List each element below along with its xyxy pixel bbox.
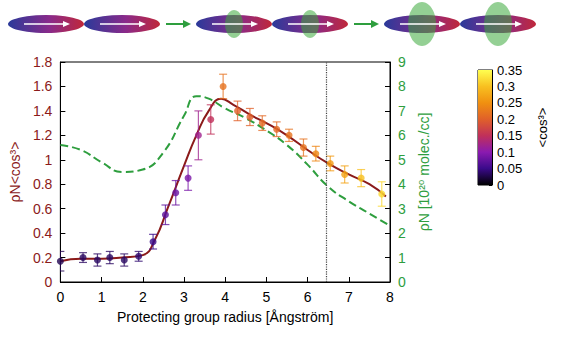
svg-text:0.35: 0.35 [497,63,522,78]
svg-text:5: 5 [262,289,270,305]
svg-text:0: 0 [56,289,64,305]
svg-text:9: 9 [398,54,406,70]
svg-text:2: 2 [139,289,147,305]
svg-text:ρN<cos³>: ρN<cos³> [7,142,23,203]
svg-text:1.6: 1.6 [33,78,53,94]
svg-text:Protecting group radius [Ångst: Protecting group radius [Ångström] [117,309,333,325]
svg-text:6: 6 [304,289,312,305]
svg-text:1.8: 1.8 [33,54,53,70]
svg-text:0: 0 [398,274,406,290]
svg-text:ρN [10²⁰ molec./cc]: ρN [10²⁰ molec./cc] [416,113,432,232]
svg-text:7: 7 [398,103,406,119]
svg-text:8: 8 [398,78,406,94]
svg-text:<cos³>: <cos³> [535,108,550,148]
svg-text:1.2: 1.2 [33,127,53,143]
svg-text:1: 1 [398,250,406,266]
svg-text:0.1: 0.1 [497,145,515,160]
svg-text:0.05: 0.05 [497,161,522,176]
svg-text:0.6: 0.6 [33,201,53,217]
svg-text:0: 0 [497,178,504,193]
svg-text:6: 6 [398,127,406,143]
svg-text:0.25: 0.25 [497,95,522,110]
svg-text:4: 4 [221,289,229,305]
svg-text:2: 2 [398,225,406,241]
svg-text:1: 1 [98,289,106,305]
svg-text:1.4: 1.4 [33,103,53,119]
svg-text:0.8: 0.8 [33,176,53,192]
svg-text:8: 8 [386,289,394,305]
svg-text:4: 4 [398,176,406,192]
svg-text:5: 5 [398,152,406,168]
svg-text:0.4: 0.4 [33,225,53,241]
svg-text:1: 1 [45,152,53,168]
svg-text:3: 3 [398,201,406,217]
svg-text:7: 7 [345,289,353,305]
svg-text:0: 0 [45,274,53,290]
svg-text:0.3: 0.3 [497,79,515,94]
svg-text:0.15: 0.15 [497,128,522,143]
svg-text:0.2: 0.2 [33,250,53,266]
svg-text:3: 3 [180,289,188,305]
svg-text:0.2: 0.2 [497,112,515,127]
